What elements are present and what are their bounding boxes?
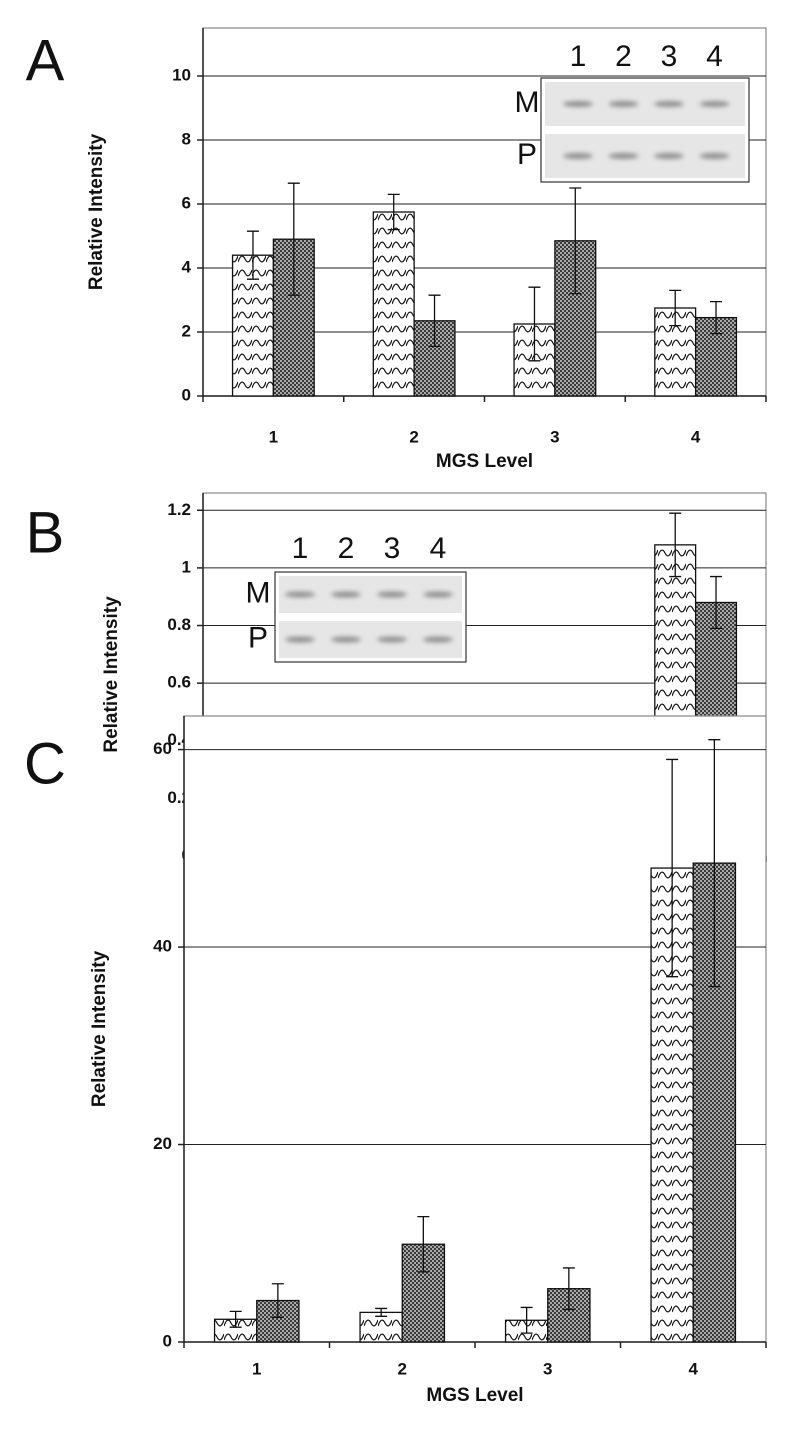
blot-lane-label: 2 [338, 532, 355, 565]
error-bar [528, 286, 541, 362]
x-tick-label: 1 [252, 1359, 261, 1378]
blot-band [699, 101, 730, 107]
panel-label: A [26, 28, 65, 93]
y-tick-label: 0.8 [167, 615, 191, 634]
y-tick-label: 2 [182, 321, 191, 340]
blot-lane-label: 3 [661, 40, 678, 73]
y-axis-label: Relative Intensity [101, 596, 122, 753]
blot-row-label: P [248, 621, 268, 654]
y-tick-label: 8 [182, 129, 191, 148]
x-tick-label: 1 [269, 427, 278, 446]
error-bar [387, 193, 400, 231]
y-tick-label: 0 [182, 385, 191, 404]
blot-band [699, 153, 730, 159]
error-bar [287, 182, 300, 296]
y-tick-label: 10 [172, 65, 191, 84]
panel-label: C [24, 731, 66, 796]
y-axis-label: Relative Intensity [89, 950, 110, 1107]
blot-lane-label: 1 [292, 532, 309, 565]
x-tick-label: 3 [543, 1359, 552, 1378]
blot-lane-label: 1 [570, 40, 587, 73]
blot-lane-label: 3 [384, 532, 401, 565]
error-bar [708, 739, 721, 988]
error-bar [710, 300, 723, 335]
panel-label: B [26, 500, 65, 565]
error-bar [375, 1307, 388, 1317]
error-bar [710, 575, 723, 630]
blot-lane-label: 4 [430, 532, 447, 565]
blot-band [285, 591, 315, 598]
blot-band [423, 636, 453, 643]
blot-band [608, 153, 639, 159]
x-tick-label: 4 [691, 427, 701, 446]
error-bar [229, 1310, 242, 1328]
blot-lane-label: 4 [706, 40, 723, 73]
y-axis-label: Relative Intensity [86, 133, 107, 290]
blot-row-label: M [246, 576, 271, 609]
error-bar [417, 1215, 430, 1273]
error-bar [246, 230, 259, 280]
blot-band [331, 636, 361, 643]
blot-band [608, 101, 639, 107]
error-bar [271, 1283, 284, 1318]
y-tick-label: 4 [182, 257, 192, 276]
y-tick-label: 0.6 [167, 673, 191, 692]
x-tick-label: 4 [689, 1359, 699, 1378]
blot-row-label: P [517, 138, 537, 171]
blot-row-label: M [515, 86, 540, 119]
error-bar [562, 1267, 575, 1311]
y-tick-label: 1.2 [167, 500, 191, 519]
blot-band [377, 636, 407, 643]
error-bar [428, 294, 441, 348]
error-bar [520, 1306, 533, 1334]
error-bar [669, 289, 682, 327]
y-tick-label: 1 [182, 557, 191, 576]
x-axis-label: MGS Level [426, 1385, 523, 1406]
blot-band [563, 101, 593, 107]
y-tick-label: 60 [153, 739, 172, 758]
blot-band [654, 153, 684, 159]
blot-band [563, 153, 593, 159]
blot-band [654, 101, 684, 107]
blot-lane-label: 2 [615, 40, 632, 73]
error-bar [666, 758, 679, 978]
error-bar [669, 512, 682, 578]
blot-band [285, 636, 315, 643]
x-axis-label: MGS Level [436, 451, 533, 472]
blot-band [423, 591, 453, 598]
bar [372, 211, 415, 397]
blot-band [377, 591, 407, 598]
error-bar [569, 187, 582, 295]
x-tick-label: 3 [550, 427, 559, 446]
x-tick-label: 2 [409, 427, 418, 446]
y-tick-label: 6 [182, 193, 191, 212]
y-tick-label: 40 [153, 937, 172, 956]
x-tick-label: 2 [398, 1359, 407, 1378]
blot-band [331, 591, 361, 598]
y-tick-label: 20 [153, 1134, 172, 1153]
y-tick-label: 0 [163, 1331, 172, 1350]
